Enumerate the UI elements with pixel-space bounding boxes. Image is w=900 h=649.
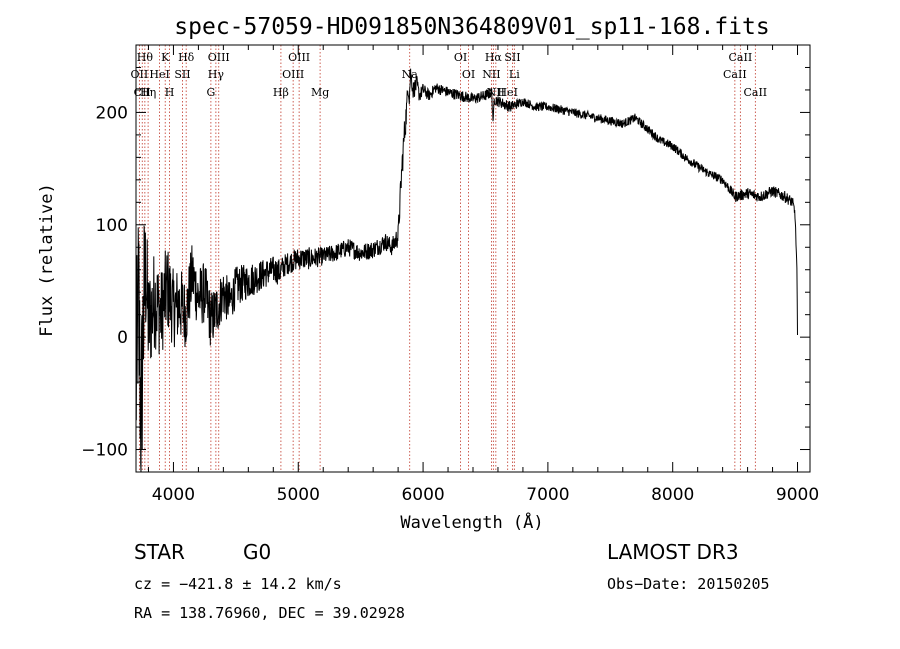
plot-frame <box>135 44 811 473</box>
spectral-line-label: CaII <box>723 68 747 81</box>
spectral-line-label: Na <box>402 68 419 81</box>
spectral-lines <box>138 45 756 472</box>
spectral-line-label: Mg <box>311 86 329 99</box>
spectral-line-label: OII <box>131 68 149 81</box>
x-tick-label: 4000 <box>152 485 195 505</box>
spectral-line-label: OI <box>454 51 467 64</box>
y-axis-label: Flux (relative) <box>37 183 57 337</box>
x-tick-label: 8000 <box>651 485 694 505</box>
flux-series-line <box>135 68 798 473</box>
chart-title: spec-57059-HD091850N364809V01_sp11-168.f… <box>174 14 769 40</box>
y-tick-label: 200 <box>96 103 128 123</box>
spectral-line-label: HeI <box>149 68 169 81</box>
spectral-line-label: SII <box>504 51 520 64</box>
spectral-line-label: Hθ <box>137 51 154 64</box>
spectral-line-label: Hγ <box>208 68 225 81</box>
spectral-line-label: Hη <box>140 86 156 99</box>
survey-name: LAMOST DR3 <box>607 540 739 564</box>
redshift-text: cz = −421.8 ± 14.2 km/s <box>134 575 342 593</box>
spectral-line-label: OIII <box>282 68 304 81</box>
spectral-line-label: CaII <box>743 86 767 99</box>
spectral-line-label: Hβ <box>273 86 289 99</box>
coordinates-text: RA = 138.76960, DEC = 39.02928 <box>134 604 405 622</box>
x-tick-label: 6000 <box>401 485 444 505</box>
spectral-line-label: G <box>206 86 215 99</box>
spectral-line-label: OI <box>462 68 475 81</box>
spectral-line-label: NII <box>482 68 500 81</box>
x-tick-label: 7000 <box>526 485 569 505</box>
spectral-line-label: H <box>165 86 175 99</box>
spectral-line-label: K <box>161 51 170 64</box>
spectral-line-label: SII <box>174 68 190 81</box>
y-axis-ticks: −100 0 100 200 <box>81 66 810 461</box>
spectral-line-label: CII <box>134 86 151 99</box>
spectral-line-label: Li <box>509 68 520 81</box>
spectral-line-label: CaII <box>729 51 753 64</box>
spectral-line-label: OIII <box>288 51 310 64</box>
x-tick-label: 5000 <box>277 485 320 505</box>
object-class: STAR <box>134 540 185 564</box>
obs-date-text: Obs−Date: 20150205 <box>607 575 770 593</box>
spectral-line-labels: OII CII Hθ Hη HeI K H SII Hδ G Hγ OIII Hβ OIII OIII Mg N… <box>131 51 768 99</box>
x-axis-label: Wavelength (Å) <box>400 511 543 533</box>
spectral-line-label: OIII <box>208 51 230 64</box>
spectral-line-label: HeI <box>497 86 517 99</box>
x-axis-ticks: 4000 5000 6000 7000 8000 9000 <box>147 45 819 505</box>
object-subclass: G0 <box>243 540 272 564</box>
y-tick-label: 0 <box>117 328 128 348</box>
y-tick-label: −100 <box>81 441 128 461</box>
spectral-line-label: Hδ <box>178 51 195 64</box>
spectral-line-label: Hα <box>485 51 503 64</box>
x-tick-label: 9000 <box>776 485 819 505</box>
y-tick-label: 100 <box>96 216 128 236</box>
